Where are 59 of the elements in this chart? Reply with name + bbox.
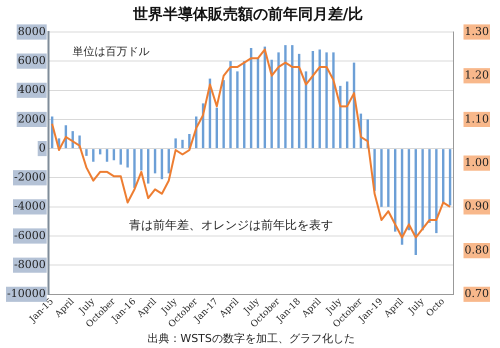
bar: [174, 138, 177, 148]
bar: [120, 149, 122, 165]
bar: [264, 46, 266, 148]
annotation: 青は前年差、オレンジは前年比を表す: [129, 218, 334, 232]
y-tick-label: -6000: [14, 228, 46, 242]
bar: [160, 149, 164, 180]
y2-tick-label: 1.00: [464, 156, 490, 170]
bar: [387, 149, 390, 207]
y-tick-label: -4000: [14, 200, 46, 213]
bar: [216, 108, 218, 148]
bar: [154, 149, 156, 174]
bar: [312, 50, 314, 148]
bar: [339, 86, 342, 148]
bar: [112, 149, 116, 160]
bar: [270, 60, 273, 148]
y2-tick-label: 0.90: [464, 200, 490, 213]
bar: [318, 49, 321, 148]
y-tick-label: 8000: [18, 24, 46, 38]
y-tick-label: -10000: [6, 287, 46, 300]
y-tick-label: -8000: [14, 258, 46, 272]
annotation: 単位は百万ドル: [72, 44, 150, 58]
bar: [168, 149, 170, 174]
bar: [92, 149, 95, 162]
y-tick-label: 4000: [18, 83, 46, 96]
y2-tick-label: 1.10: [464, 112, 490, 126]
bar: [332, 52, 335, 148]
bar: [346, 82, 348, 148]
y2-tick-label: 1.20: [464, 68, 490, 82]
bar: [298, 54, 300, 148]
bar: [394, 149, 396, 232]
y2-tick-label: 1.30: [464, 24, 490, 38]
bar: [140, 149, 143, 170]
bar: [85, 149, 88, 156]
y2-tick-label: 0.80: [464, 243, 490, 256]
bar: [448, 149, 452, 206]
source-note: 出典：WSTSの数字を加工、グラフ化した: [147, 332, 355, 345]
bar: [421, 149, 424, 230]
y2-tick-label: 0.70: [464, 287, 490, 300]
bar: [325, 52, 328, 148]
bar: [442, 149, 444, 202]
bar: [284, 45, 287, 148]
bar: [400, 149, 404, 245]
bar: [243, 61, 246, 148]
y-tick-label: 2000: [18, 112, 46, 126]
bar: [222, 80, 225, 148]
y-tick-label: 6000: [18, 54, 46, 68]
y-tick-label: -2000: [14, 170, 46, 184]
bar: [277, 52, 280, 148]
y-tick-label: 0: [38, 141, 46, 154]
bar: [126, 149, 129, 168]
bar: [414, 149, 417, 255]
bar: [291, 45, 294, 148]
bar: [236, 71, 239, 148]
chart-title: 世界半導体販売額の前年同月差/比: [132, 4, 364, 23]
bar: [98, 149, 102, 154]
bar: [435, 149, 438, 234]
bar: [250, 48, 252, 148]
bar: [408, 149, 410, 230]
bar: [146, 149, 150, 184]
